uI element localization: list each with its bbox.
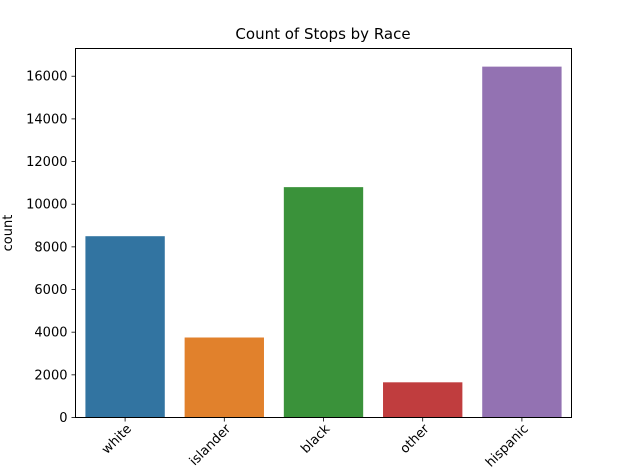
bar-hispanic	[482, 66, 562, 418]
y-tick-label: 4000	[34, 326, 67, 341]
plot-frame	[75, 48, 572, 418]
y-axis-label: count	[1, 215, 16, 252]
y-tick-label: 14000	[26, 112, 67, 127]
bar-white	[85, 236, 165, 418]
y-tick-label: 0	[59, 411, 67, 426]
y-tick-label: 12000	[26, 155, 67, 170]
y-axis-ticks: 0 2000 4000 6000 8000 10000 12000 14000 16000	[26, 70, 76, 426]
chart-title: Count of Stops by Race	[235, 25, 410, 43]
y-tick-label: 10000	[26, 198, 67, 213]
y-tick-label: 8000	[34, 240, 67, 255]
bar-islander	[184, 337, 264, 418]
y-tick-label: 6000	[34, 283, 67, 298]
bar-black	[283, 187, 364, 418]
y-tick-label: 2000	[34, 368, 67, 383]
bars	[85, 66, 562, 418]
y-tick-label: 16000	[26, 70, 67, 85]
bar-other	[383, 382, 463, 418]
